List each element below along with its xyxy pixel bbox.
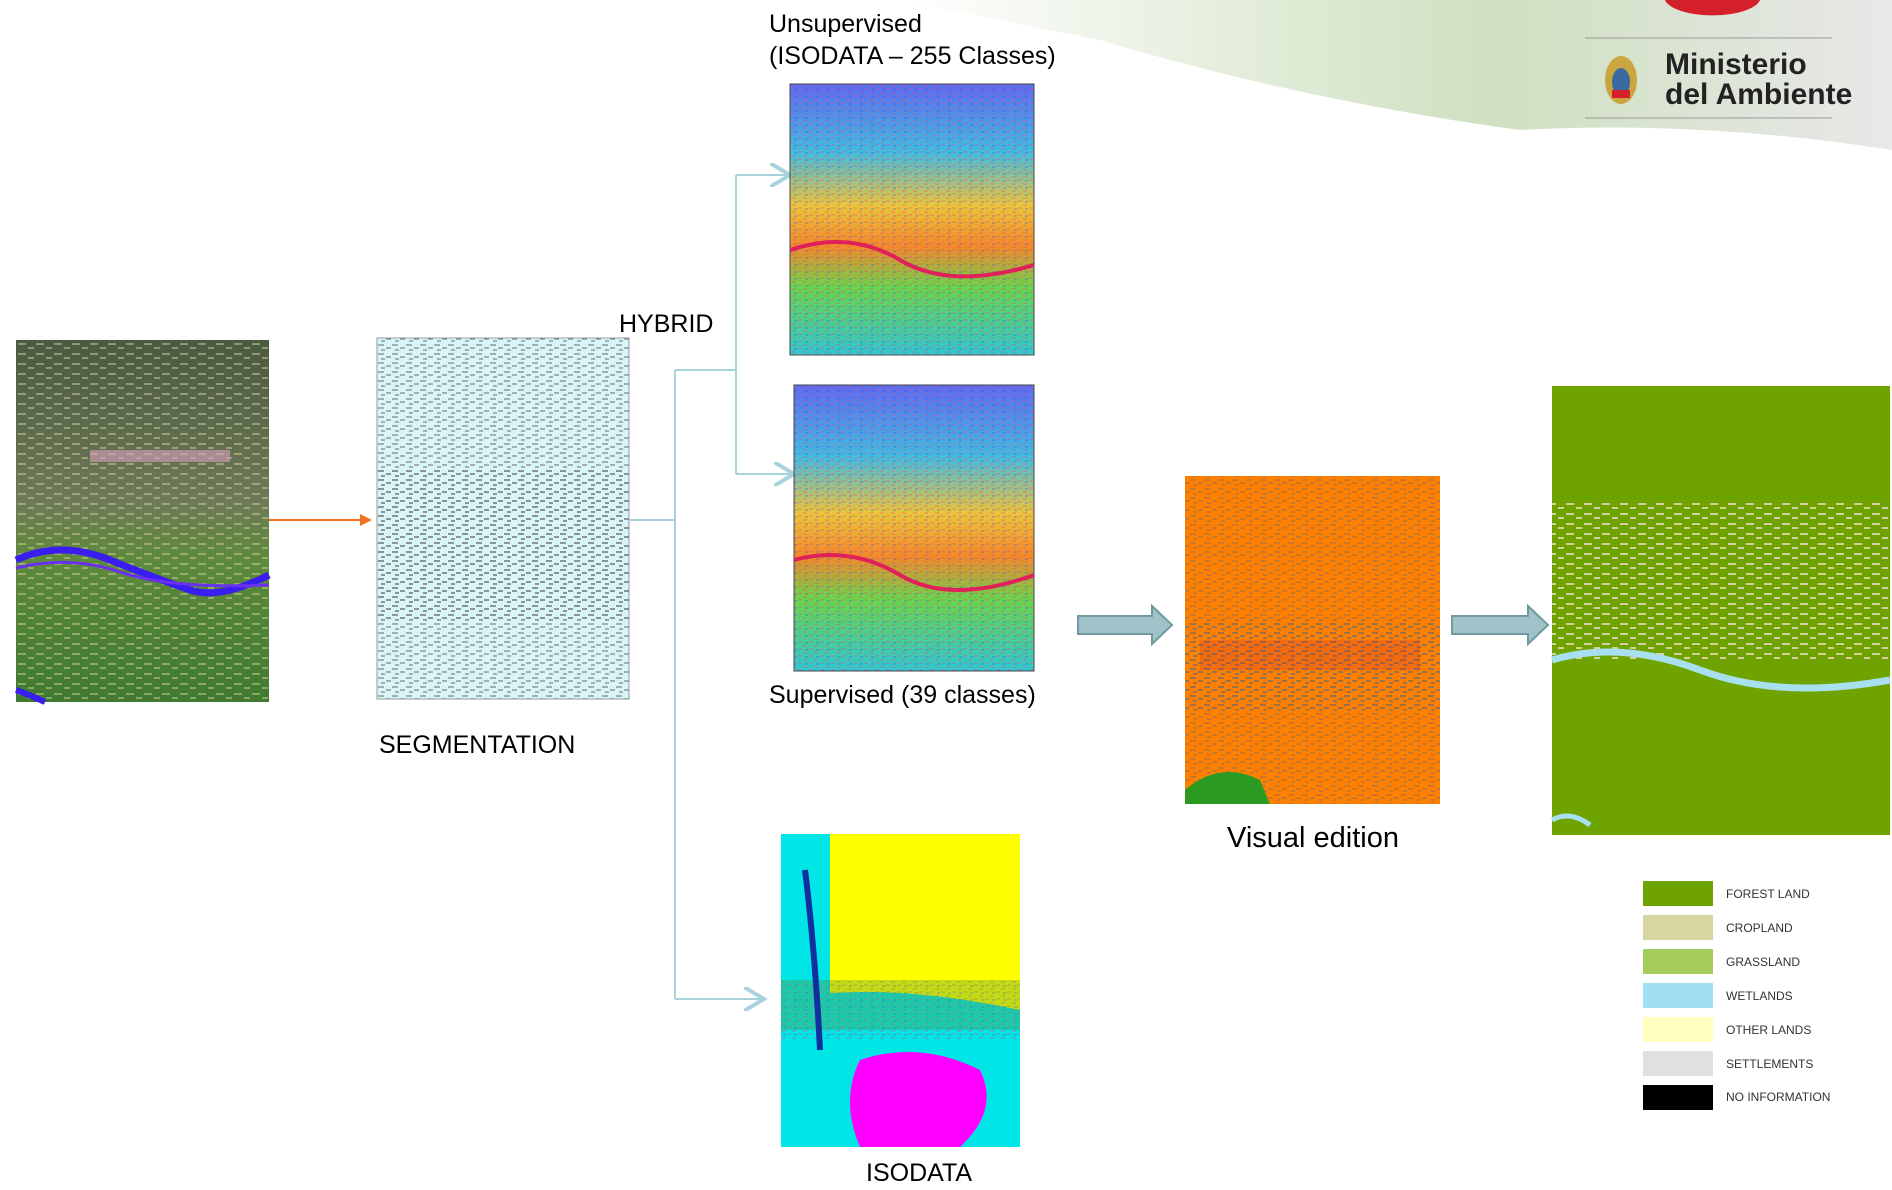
node-label: ISODATA [866,1159,972,1187]
arrow [1451,603,1550,647]
final-map [1550,386,1891,835]
legend-swatch [1643,915,1713,940]
logo-circle [1665,0,1760,16]
legend-label: OTHER LANDS [1726,1023,1811,1037]
legend-swatch [1643,881,1713,906]
legend-label: FOREST LAND [1726,887,1810,901]
visual-edition-image [1185,476,1440,804]
unsupervised-image [789,83,1035,356]
legend-label: WETLANDS [1726,989,1793,1003]
legend-label: NO INFORMATION [1726,1090,1830,1104]
node-label: Visual edition [1227,822,1399,854]
segmentation-image [376,337,630,700]
connector [629,175,794,999]
node-label: SEGMENTATION [379,731,575,759]
node-label: Supervised (39 classes) [769,681,1036,709]
legend-label: GRASSLAND [1726,955,1800,969]
arrow [1077,603,1174,647]
logo-text: del Ambiente [1665,78,1852,111]
isodata-image [781,834,1020,1147]
legend-swatch [1643,949,1713,974]
supervised-image [793,384,1035,672]
node-label: (ISODATA – 255 Classes) [769,42,1056,70]
legend-swatch [1643,1085,1713,1110]
legend-swatch [1643,1051,1713,1076]
logo-text: Ministerio [1665,48,1807,81]
legend-swatch [1643,1017,1713,1042]
legend-label: SETTLEMENTS [1726,1057,1813,1071]
node-label: HYBRID [619,310,713,338]
legend-label: CROPLAND [1726,921,1793,935]
logo-emblem [1605,56,1637,104]
legend-swatch [1643,983,1713,1008]
node-label: Unsupervised [769,10,922,38]
legend: FOREST LAND CROPLAND GRASSLAND WETLANDS … [1643,881,1830,1110]
arrow-head [360,514,372,526]
satellite-image [14,340,271,705]
